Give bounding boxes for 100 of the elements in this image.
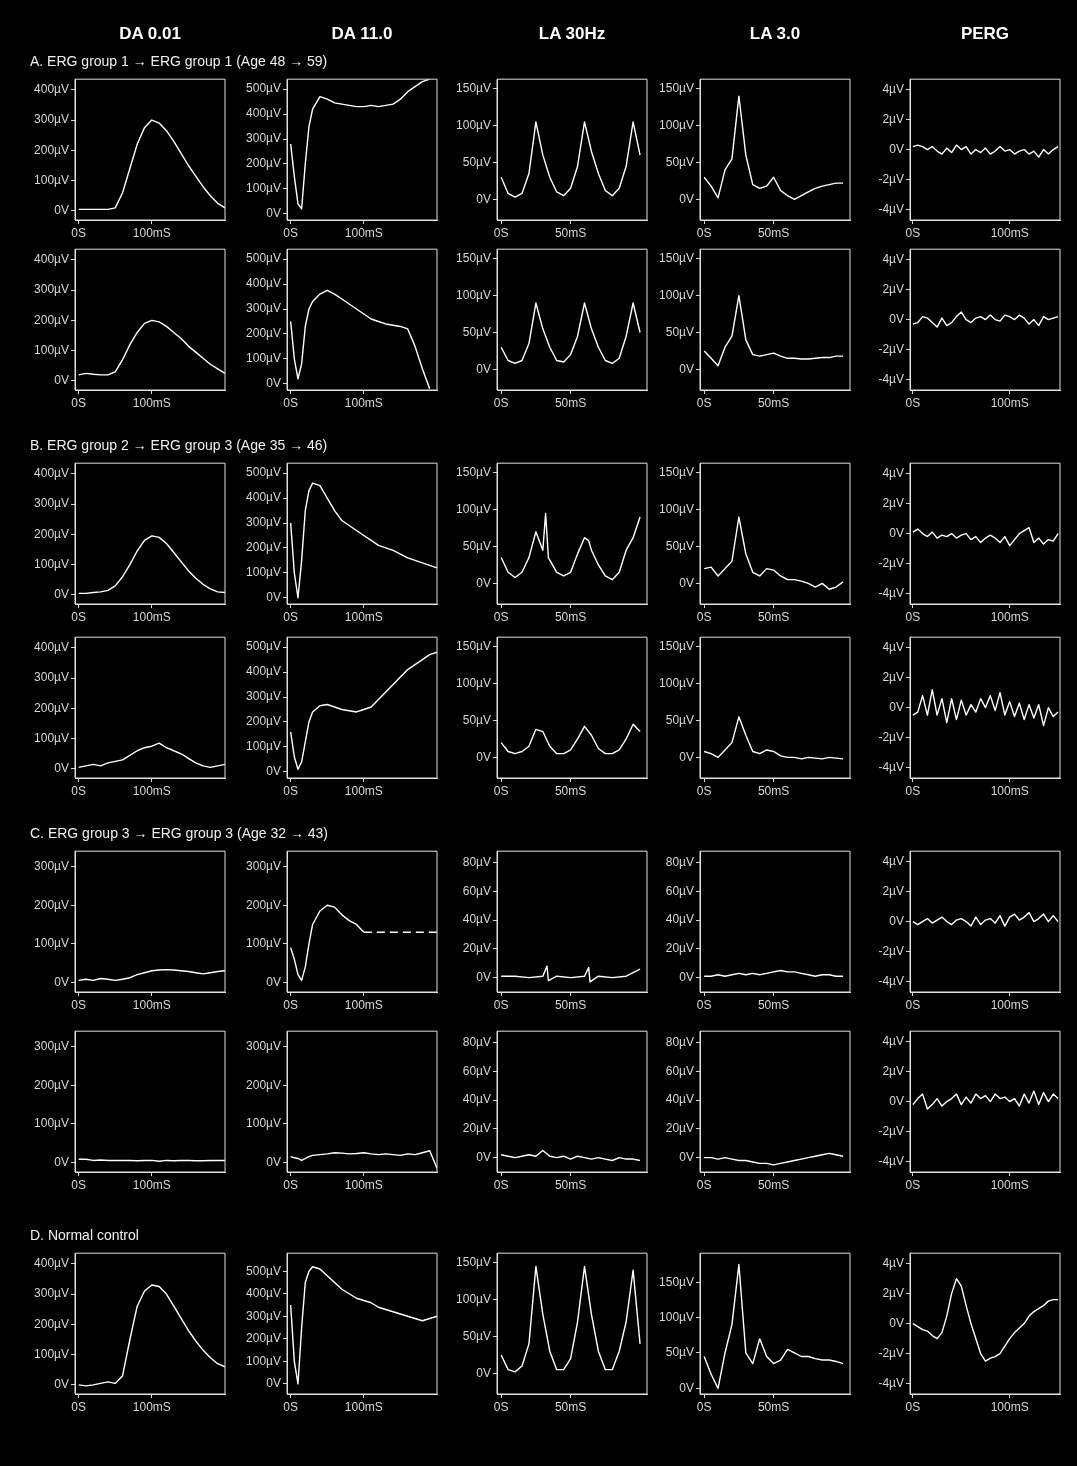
- x-tick-label: 0S: [696, 225, 712, 240]
- chart-title: LA 3.0: [748, 24, 802, 44]
- y-tick-label: 100µV: [659, 117, 694, 132]
- y-tick-label: 0V: [266, 974, 281, 989]
- y-tick-label: 200µV: [246, 326, 281, 341]
- y-tick-label: 100µV: [246, 181, 281, 196]
- y-tick-label: 100µV: [456, 287, 491, 302]
- y-tick-label: 200µV: [246, 714, 281, 729]
- y-tick-label: 100µV: [456, 501, 491, 516]
- y-tick-label: 400µV: [34, 466, 69, 481]
- y-tick-label: 0V: [476, 1365, 491, 1380]
- y-tick-label: 4µV: [882, 1034, 904, 1048]
- y-tick-label: 200µV: [34, 1316, 69, 1331]
- x-tick-label: 0S: [283, 783, 298, 798]
- y-tick-label: 100µV: [659, 501, 694, 516]
- x-tick-label: 0S: [493, 225, 509, 240]
- y-tick-label: -2µV: [878, 943, 904, 958]
- x-tick-label: 0S: [493, 783, 509, 798]
- x-tick-label: 100mS: [344, 1177, 383, 1192]
- y-tick-label: 0V: [266, 590, 281, 605]
- y-tick-label: 100µV: [34, 342, 69, 357]
- y-tick-label: 0V: [476, 191, 491, 206]
- y-tick-label: 200µV: [34, 897, 69, 912]
- y-tick-label: -4µV: [878, 759, 904, 774]
- y-tick-label: 0V: [889, 141, 904, 156]
- x-tick-label: 50mS: [554, 395, 587, 410]
- y-tick-label: 400µV: [246, 664, 281, 679]
- y-tick-label: 400µV: [34, 640, 69, 655]
- y-tick-label: 50µV: [665, 154, 694, 169]
- y-tick-label: 0V: [889, 525, 904, 540]
- y-tick-label: -4µV: [878, 201, 904, 216]
- x-tick-label: 50mS: [554, 997, 587, 1012]
- y-tick-label: 0V: [266, 1376, 281, 1391]
- x-tick-label: 0S: [905, 609, 921, 624]
- y-tick-label: 100µV: [246, 936, 281, 951]
- x-tick-label: 0S: [283, 1177, 298, 1192]
- x-tick-label: 100mS: [132, 997, 171, 1012]
- x-tick-label: 50mS: [757, 395, 790, 410]
- y-tick-label: 0V: [889, 699, 904, 714]
- x-tick-label: 50mS: [554, 609, 587, 624]
- x-tick-label: 100mS: [990, 783, 1029, 798]
- x-tick-label: 100mS: [344, 997, 383, 1012]
- y-tick-label: 4µV: [882, 640, 904, 654]
- y-tick-label: 0V: [679, 749, 694, 764]
- y-tick-label: 50µV: [665, 324, 694, 339]
- x-tick-label: 0S: [71, 997, 86, 1012]
- chart-subtitle: D. Normal control: [30, 1227, 139, 1243]
- x-tick-label: 0S: [696, 609, 712, 624]
- x-tick-label: 0S: [696, 395, 712, 410]
- y-tick-label: 0V: [679, 1380, 694, 1395]
- y-tick-label: 0V: [476, 361, 491, 376]
- x-tick-label: 0S: [696, 1399, 712, 1414]
- x-tick-label: 0S: [905, 395, 921, 410]
- y-tick-label: 60µV: [462, 1063, 491, 1078]
- y-tick-label: 100µV: [34, 1346, 69, 1361]
- x-tick-label: 0S: [71, 609, 86, 624]
- y-tick-label: 0V: [54, 373, 69, 388]
- y-tick-label: 150µV: [659, 465, 694, 480]
- y-tick-label: 0V: [679, 191, 694, 206]
- x-tick-label: 100mS: [990, 609, 1029, 624]
- y-tick-label: 40µV: [665, 912, 694, 927]
- y-tick-label: -4µV: [878, 1375, 904, 1390]
- x-tick-label: 100mS: [990, 395, 1029, 410]
- x-tick-label: 100mS: [990, 1177, 1029, 1192]
- x-tick-label: 0S: [493, 1399, 509, 1414]
- y-tick-label: 50µV: [665, 538, 694, 553]
- y-tick-label: 100µV: [659, 1309, 694, 1324]
- y-tick-label: 100µV: [246, 351, 281, 366]
- y-tick-label: 50µV: [462, 1328, 491, 1343]
- y-tick-label: 100µV: [456, 117, 491, 132]
- y-tick-label: 200µV: [34, 1077, 69, 1092]
- y-tick-label: -2µV: [878, 1345, 904, 1360]
- y-tick-label: 400µV: [246, 276, 281, 291]
- x-tick-label: 0S: [493, 997, 509, 1012]
- y-tick-label: 2µV: [882, 669, 904, 684]
- y-tick-label: 50µV: [665, 1345, 694, 1360]
- y-tick-label: 150µV: [456, 639, 491, 654]
- y-tick-label: 0V: [54, 1377, 69, 1392]
- y-tick-label: 0V: [679, 1149, 694, 1164]
- y-tick-label: 400µV: [34, 82, 69, 97]
- x-tick-label: 100mS: [344, 225, 383, 240]
- y-tick-label: 2µV: [882, 495, 904, 510]
- x-tick-label: 50mS: [757, 997, 790, 1012]
- chart-subtitle: C. ERG group 3 → ERG group 3 (Age 32 → 43): [30, 825, 329, 841]
- y-tick-label: 4µV: [882, 82, 904, 96]
- y-tick-label: 300µV: [34, 282, 69, 297]
- x-tick-label: 100mS: [132, 609, 171, 624]
- x-tick-label: 100mS: [132, 783, 171, 798]
- y-tick-label: 2µV: [882, 883, 904, 898]
- y-tick-label: 300µV: [34, 1286, 69, 1301]
- x-tick-label: 0S: [696, 997, 712, 1012]
- x-tick-label: 0S: [905, 997, 921, 1012]
- y-tick-label: -4µV: [878, 371, 904, 386]
- x-tick-label: 0S: [493, 609, 509, 624]
- y-tick-label: 50µV: [462, 324, 491, 339]
- x-tick-label: 0S: [493, 395, 509, 410]
- y-tick-label: 200µV: [246, 1077, 281, 1092]
- y-tick-label: 100µV: [34, 172, 69, 187]
- y-tick-label: 150µV: [456, 251, 491, 266]
- y-tick-label: -4µV: [878, 973, 904, 988]
